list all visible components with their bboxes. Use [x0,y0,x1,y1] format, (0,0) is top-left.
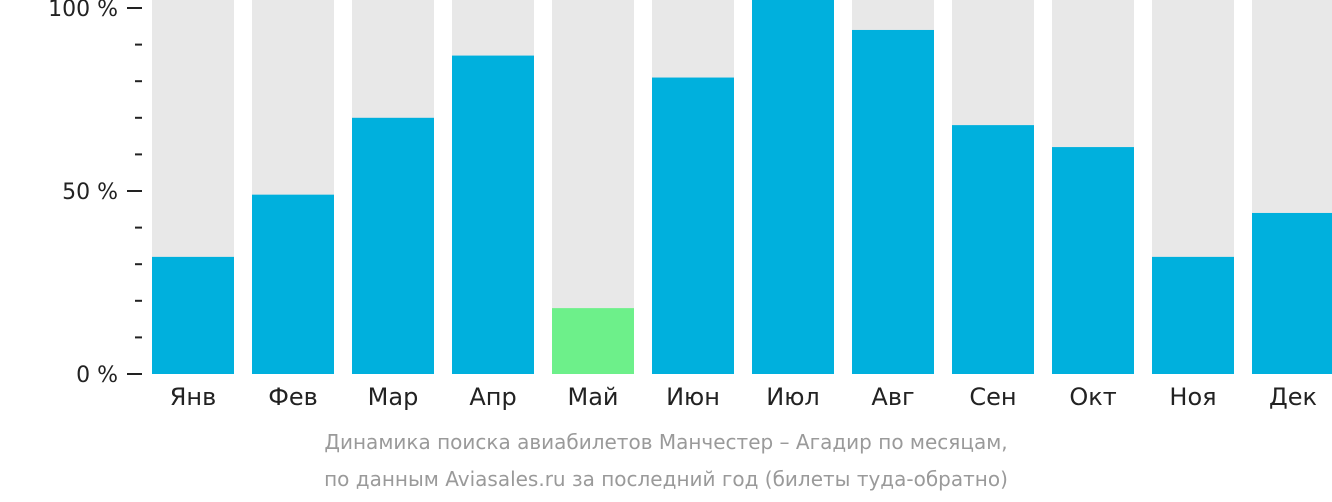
bar-7 [752,0,834,374]
chart-caption-line-2: по данным Aviasales.ru за последний год … [324,467,1008,491]
x-tick-label: Дек [1269,383,1317,411]
x-tick-label: Фев [268,383,318,411]
bar-chart: 100 % 50 % 0 % Янв Фев Мар Апр Май Июн Июл Авг Сен… [48,0,1332,411]
bar-3 [352,117,434,375]
y-tick-label: 0 % [76,363,118,388]
bar-1 [152,256,234,374]
x-tick-label: Апр [469,383,516,411]
y-tick-label: 100 % [48,0,118,22]
x-tick-label: Окт [1069,383,1116,411]
x-tick-label: Авг [871,383,914,411]
y-axis: 100 % 50 % 0 % [48,0,142,388]
y-tick-label: 50 % [62,180,118,205]
x-tick-label: Ноя [1169,383,1216,411]
x-tick-label: Июн [666,383,720,411]
bar-10 [1052,147,1134,374]
bar-2 [252,194,334,374]
chart-caption-line-1: Динамика поиска авиабилетов Манчестер – … [324,430,1008,454]
bar-4 [452,55,534,375]
x-tick-label: Июл [766,383,820,411]
bar-12 [1252,212,1332,374]
bar-11 [1152,256,1234,374]
x-tick-label: Сен [969,383,1016,411]
bar-5 [552,308,634,374]
x-axis-labels: Янв Фев Мар Апр Май Июн Июл Авг Сен Окт Ноя Дек [170,383,1317,411]
x-tick-label: Май [567,383,618,411]
bar-6 [652,77,734,374]
x-tick-label: Янв [170,383,217,411]
data-bars [152,0,1332,375]
bar-8 [852,29,934,375]
x-tick-label: Мар [368,383,419,411]
bar-9 [952,125,1034,375]
